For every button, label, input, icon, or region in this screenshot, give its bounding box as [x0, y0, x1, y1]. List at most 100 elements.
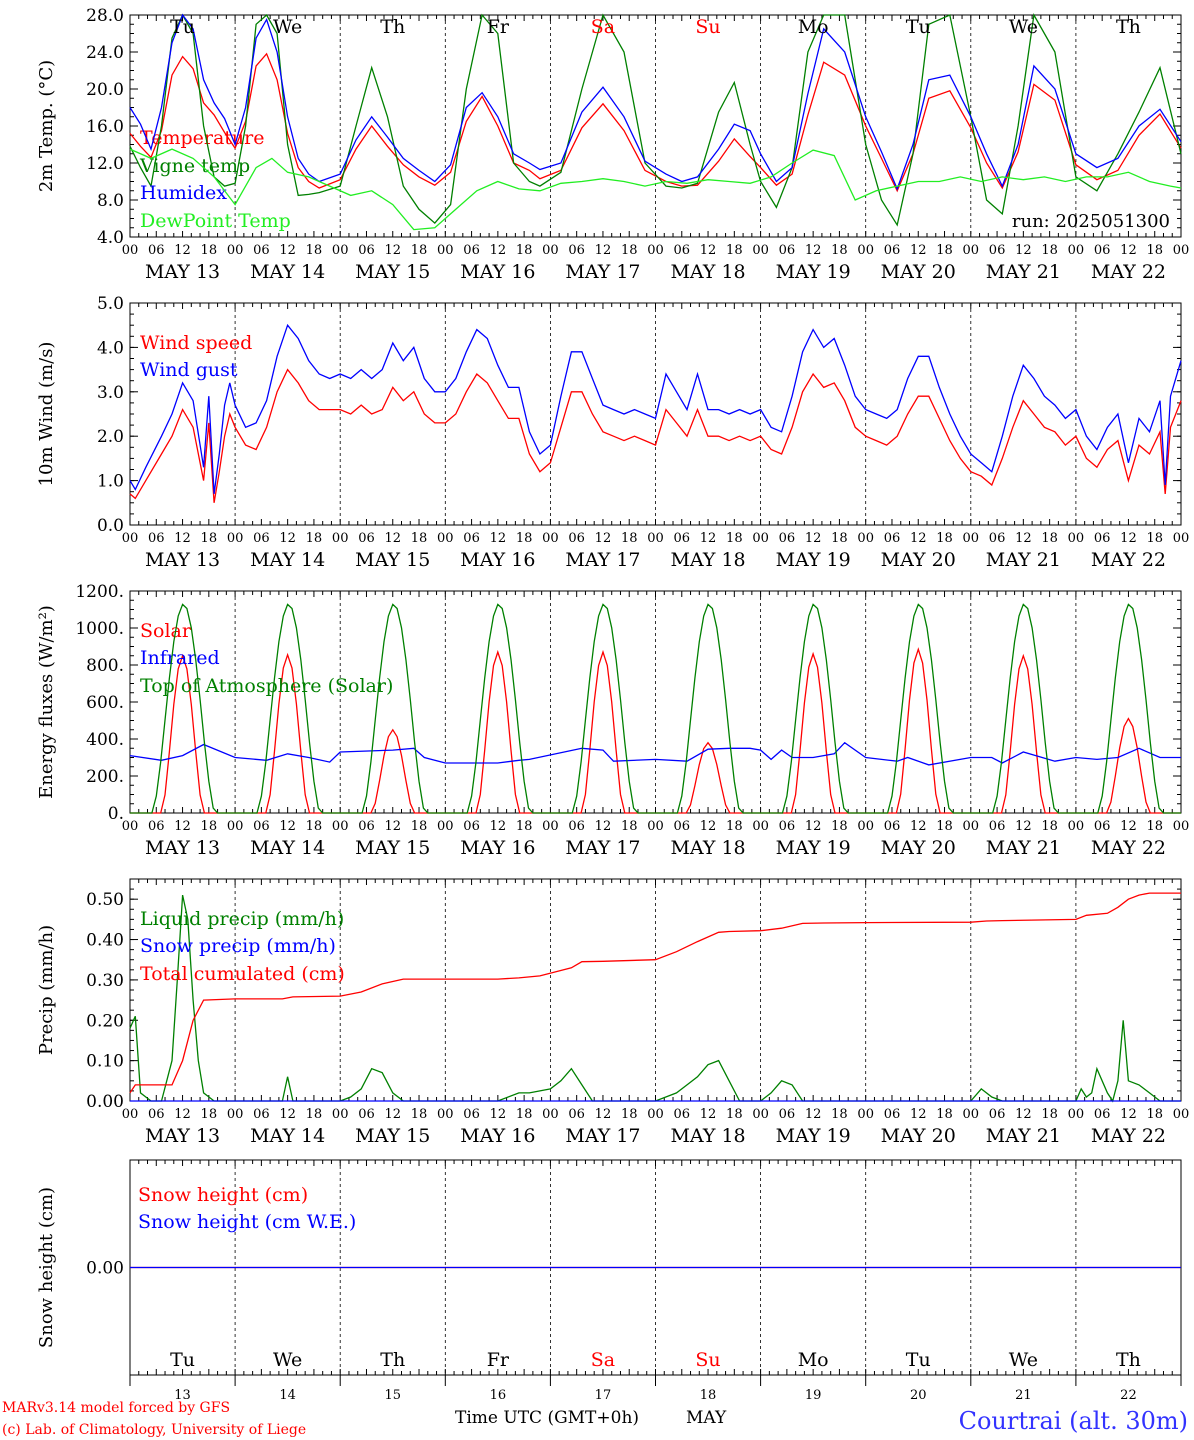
- panels-layer: 4.0 8.0 12.0 16.0 20.0 24.0 28.0 2m Temp. (°C) 0…: [36, 6, 1189, 1403]
- day-number: 15: [384, 1388, 401, 1403]
- hour-label: 12: [174, 1107, 191, 1122]
- hour-label: 06: [674, 819, 691, 834]
- hour-label: 06: [358, 819, 375, 834]
- series-line: [129, 148, 1182, 231]
- day-abbr-bottom: We: [273, 1349, 302, 1371]
- hour-label: 00: [1068, 243, 1085, 258]
- y-tick-label: 200.: [86, 767, 124, 787]
- day-abbr-top: We: [1009, 16, 1038, 38]
- hour-label: 06: [463, 1107, 480, 1122]
- date-label: MAY 22: [1091, 261, 1166, 283]
- hour-label: 06: [148, 1107, 165, 1122]
- series-line: [129, 13, 1182, 191]
- y-tick-label: 0.00: [86, 1092, 124, 1112]
- hour-label: 00: [1173, 531, 1190, 546]
- station-title: Courtrai (alt. 30m): [959, 1407, 1188, 1435]
- footer-time-axis: Time UTC (GMT+0h): [455, 1408, 639, 1428]
- date-label: MAY 18: [670, 549, 745, 571]
- date-label: MAY 21: [986, 837, 1061, 859]
- hour-label: 18: [1041, 819, 1058, 834]
- hour-label: 00: [437, 1107, 454, 1122]
- legend-entry: Wind gust: [140, 359, 238, 381]
- hour-label: 06: [989, 1107, 1006, 1122]
- hour-label: 18: [1146, 531, 1163, 546]
- date-label: MAY 17: [565, 549, 640, 571]
- hour-label: 00: [122, 819, 139, 834]
- y-tick-label: 0.30: [86, 971, 124, 991]
- hour-label: 18: [201, 531, 218, 546]
- hour-label: 18: [306, 1107, 323, 1122]
- hour-label: 00: [332, 819, 349, 834]
- hour-label: 18: [1041, 243, 1058, 258]
- date-label: MAY 18: [670, 837, 745, 859]
- hour-label: 06: [568, 243, 585, 258]
- hour-label: 00: [437, 243, 454, 258]
- legend-entry: Top of Atmosphere (Solar): [140, 675, 393, 697]
- hour-label: 12: [174, 243, 191, 258]
- y-tick-label: 0.10: [86, 1052, 124, 1072]
- day-abbr-bottom: Tu: [170, 1349, 195, 1371]
- day-number: 21: [1015, 1388, 1032, 1403]
- y-tick-label: 0.50: [86, 890, 124, 910]
- legend-entry: Liquid precip (mm/h): [140, 908, 344, 930]
- y-tick-label: 12.0: [86, 154, 124, 174]
- series-line: [129, 323, 1182, 494]
- hour-label: 06: [148, 531, 165, 546]
- date-label: MAY 17: [565, 1125, 640, 1147]
- day-abbr-top: Su: [695, 16, 720, 38]
- day-number: 17: [595, 1388, 612, 1403]
- date-label: MAY 13: [145, 1125, 220, 1147]
- hour-label: 00: [1068, 1107, 1085, 1122]
- hour-label: 18: [411, 1107, 428, 1122]
- hour-label: 12: [279, 531, 296, 546]
- day-abbr-bottom: Th: [380, 1349, 405, 1371]
- date-label: MAY 15: [355, 1125, 430, 1147]
- date-label: MAY 15: [355, 549, 430, 571]
- date-label: MAY 16: [460, 261, 535, 283]
- y-axis-label: Snow height (cm): [36, 1187, 57, 1348]
- day-abbr-bottom: We: [1009, 1349, 1038, 1371]
- hour-label: 06: [884, 1107, 901, 1122]
- hour-label: 18: [831, 243, 848, 258]
- y-tick-label: 3.0: [97, 383, 124, 403]
- hour-label: 00: [542, 243, 559, 258]
- hour-label: 18: [726, 1107, 743, 1122]
- hour-label: 00: [122, 1107, 139, 1122]
- date-label: MAY 13: [145, 549, 220, 571]
- hour-label: 06: [884, 819, 901, 834]
- hour-label: 00: [227, 531, 244, 546]
- date-label: MAY 17: [565, 261, 640, 283]
- hour-label: 00: [542, 531, 559, 546]
- hour-label: 18: [936, 531, 953, 546]
- hour-label: 18: [1041, 1107, 1058, 1122]
- date-label: MAY 22: [1091, 549, 1166, 571]
- hour-label: 06: [884, 243, 901, 258]
- hour-label: 18: [516, 819, 533, 834]
- hour-label: 18: [936, 819, 953, 834]
- panel-2: 0.0 1.0 2.0 3.0 4.0 5.0 10m Wind (m/s) 00 06 12 18…: [36, 294, 1189, 571]
- panel-4: 0.00 0.10 0.20 0.30 0.40 0.50 Precip (mm/h) 00 0…: [36, 878, 1189, 1147]
- hour-label: 00: [647, 531, 664, 546]
- date-label: MAY 20: [881, 1125, 956, 1147]
- date-label: MAY 20: [881, 261, 956, 283]
- hour-label: 00: [332, 531, 349, 546]
- date-label: MAY 19: [776, 549, 851, 571]
- series-line: [130, 603, 1181, 814]
- hour-label: 06: [358, 531, 375, 546]
- hour-label: 06: [989, 819, 1006, 834]
- footer-credit: (c) Lab. of Climatology, University of L…: [2, 1422, 306, 1438]
- legend-entry: Wind speed: [140, 332, 252, 354]
- hour-label: 00: [857, 243, 874, 258]
- panel-1: 4.0 8.0 12.0 16.0 20.0 24.0 28.0 2m Temp. (°C) 0…: [36, 6, 1189, 283]
- hour-label: 06: [674, 243, 691, 258]
- hour-label: 18: [936, 243, 953, 258]
- hour-label: 00: [857, 531, 874, 546]
- y-tick-label: 16.0: [86, 117, 124, 137]
- y-tick-label: 0.: [108, 804, 124, 824]
- hour-label: 12: [384, 531, 401, 546]
- hour-label: 06: [1094, 531, 1111, 546]
- legend-entry: DewPoint Temp: [140, 210, 291, 232]
- hour-label: 06: [568, 819, 585, 834]
- hour-label: 00: [227, 819, 244, 834]
- hour-label: 00: [542, 1107, 559, 1122]
